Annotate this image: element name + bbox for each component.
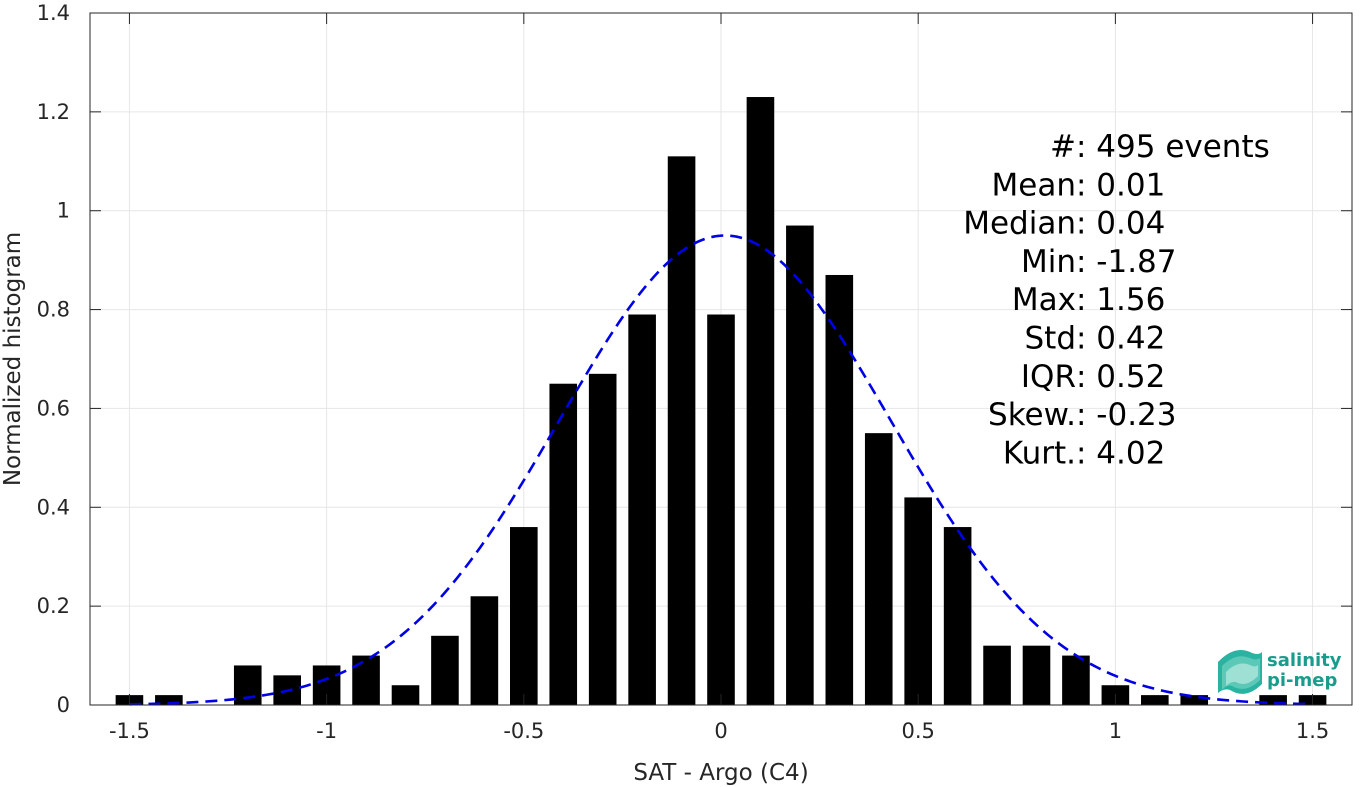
salinity-pi-mep-logo: salinity pi-mep: [1218, 649, 1342, 694]
y-tick-label: 0: [57, 693, 70, 717]
stat-value: : -0.23: [1076, 397, 1177, 433]
histogram-bar: [352, 655, 380, 705]
histogram-bar: [588, 373, 617, 705]
histogram-bar: [746, 97, 775, 706]
logo-line2: pi-mep: [1267, 670, 1337, 691]
x-axis-label: SAT - Argo (C4): [633, 760, 808, 786]
stat-label: IQR: [1021, 359, 1076, 395]
histogram-bar: [864, 433, 893, 705]
axis-ticks: [90, 12, 1352, 706]
grid-lines: [90, 12, 1352, 706]
y-tick-label: 0.4: [37, 495, 70, 519]
histogram-bar: [667, 156, 696, 706]
histogram-bar: [904, 497, 932, 705]
stat-value: : 0.42: [1076, 321, 1165, 357]
stat-label: Max: [1012, 282, 1076, 318]
stat-value: : -1.87: [1076, 244, 1177, 280]
stat-label: Min: [1021, 244, 1076, 280]
histogram-bar: [825, 274, 854, 705]
x-tick-label: -0.5: [503, 719, 544, 743]
histogram-bar: [786, 225, 814, 706]
histogram-bar: [707, 314, 735, 705]
stat-label: Median: [963, 206, 1076, 242]
histogram-bar: [391, 685, 420, 705]
stat-value: : 4.02: [1076, 435, 1165, 471]
logo-line1: salinity: [1267, 650, 1342, 671]
histogram-bar: [510, 527, 538, 705]
histogram-bars: [115, 97, 1327, 706]
x-tick-labels: -1.5 -1 -0.5 0 0.5 1 1.5: [109, 719, 1329, 743]
stat-label: Skew.: [988, 397, 1076, 433]
histogram-bar: [549, 383, 578, 705]
histogram-bar: [1180, 695, 1209, 705]
stat-label: Kurt.: [1003, 435, 1076, 471]
stat-value: : 0.01: [1076, 167, 1165, 203]
histogram-bar: [1259, 695, 1287, 705]
histogram-bar: [233, 665, 262, 705]
y-tick-label: 0.6: [37, 396, 70, 420]
histogram-bar: [628, 314, 656, 705]
stat-value: : 495 events: [1076, 129, 1270, 165]
histogram-bar: [1141, 695, 1169, 705]
stat-label: #: [1050, 129, 1076, 165]
stat-value: : 0.04: [1076, 206, 1165, 242]
x-tick-label: 0: [714, 719, 727, 743]
x-tick-label: 1.5: [1296, 719, 1329, 743]
x-tick-label: 1: [1109, 719, 1122, 743]
x-tick-label: 0.5: [901, 719, 934, 743]
y-axis-label: Normalized histogram: [0, 232, 26, 486]
stat-value: : 0.52: [1076, 359, 1165, 395]
stat-value: : 1.56: [1076, 282, 1165, 318]
y-tick-label: 1: [57, 199, 70, 223]
histogram-bar: [155, 695, 183, 705]
y-tick-labels: 0 0.2 0.4 0.6 0.8 1 1.2 1.4: [37, 1, 70, 717]
histogram-bar: [1062, 655, 1090, 705]
histogram-bar: [470, 596, 499, 705]
y-tick-label: 1.2: [37, 100, 70, 124]
y-tick-label: 0.8: [37, 298, 70, 322]
x-tick-label: -1.5: [109, 719, 150, 743]
y-tick-label: 0.2: [37, 594, 70, 618]
x-tick-label: -1: [316, 719, 337, 743]
stat-label: Std: [1024, 321, 1076, 357]
stat-label: Mean: [992, 167, 1076, 203]
histogram-bar: [1022, 645, 1051, 705]
histogram-bar: [943, 527, 972, 705]
gaussian-fit-curve: [129, 234, 1313, 706]
logo-waves-icon: [1218, 649, 1262, 694]
histogram-bar: [431, 635, 459, 705]
y-tick-label: 1.4: [37, 1, 70, 25]
histogram-bar: [983, 645, 1011, 705]
